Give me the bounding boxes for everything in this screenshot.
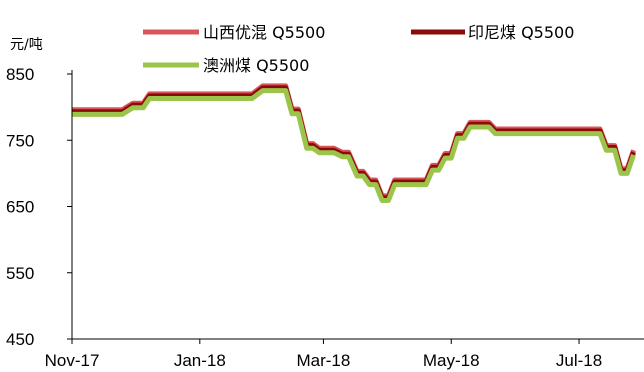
legend-label-2: 印尼煤 Q5500 [468,23,574,42]
legend-label-3: 澳洲煤 Q5500 [203,56,309,75]
series-line-2 [72,85,636,201]
series-line-3 [72,88,636,203]
x-tick-label: Nov-17 [45,351,100,370]
legend: 山西优混 Q5500 印尼煤 Q5500 澳洲煤 Q5500 [143,23,574,75]
y-tick-label: 850 [6,65,34,84]
x-tick-label: Jul-18 [556,351,602,370]
y-axis-unit-label: 元/吨 [10,37,43,53]
series-line-1 [72,83,636,199]
x-tick-label: Jan-18 [174,351,226,370]
legend-label-1: 山西优混 Q5500 [203,23,325,42]
y-tick-label: 550 [6,264,34,283]
y-tick-label: 650 [6,198,34,217]
series-layer [72,83,636,203]
x-tick-label: May-18 [423,351,480,370]
x-tick-label: Mar-18 [296,351,350,370]
axes-layer: 450 550 650 750 850 Nov-17 Jan-18 Mar-18 May-18 J… [6,65,644,370]
y-tick-label: 750 [6,131,34,150]
y-tick-label: 450 [6,330,34,349]
